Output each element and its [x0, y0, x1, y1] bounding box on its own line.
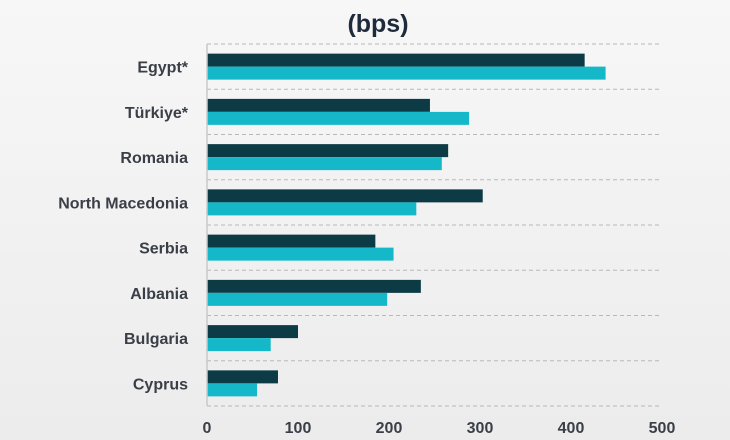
- grid-lines: [207, 43, 662, 407]
- bar-series-1: [207, 189, 483, 203]
- bar-series-2: [207, 111, 470, 125]
- bar-series-1: [207, 98, 430, 112]
- bar-series-1: [207, 53, 585, 67]
- category-label: Serbia: [139, 241, 188, 258]
- bar-series-2: [207, 338, 271, 352]
- bar-series-1: [207, 370, 278, 384]
- category-label: Albania: [130, 286, 188, 303]
- bar-series-2: [207, 383, 258, 397]
- bar-series-2: [207, 157, 442, 171]
- category-label: Türkiye*: [125, 105, 189, 122]
- x-axis-ticks: 0 100 200 300 400 500: [203, 420, 676, 437]
- x-tick-label: 100: [285, 420, 312, 437]
- category-label: Bulgaria: [124, 331, 188, 348]
- category-label: North Macedonia: [58, 195, 188, 212]
- bar-series-2: [207, 247, 394, 261]
- category-label: Cyprus: [133, 376, 188, 393]
- x-tick-label: 300: [467, 420, 494, 437]
- category-label: Romania: [120, 150, 188, 167]
- bar-series-1: [207, 325, 298, 339]
- bar-series-1: [207, 279, 421, 293]
- category-label: Egypt*: [137, 60, 188, 77]
- bars: [207, 53, 606, 397]
- bar-series-1: [207, 234, 376, 248]
- bar-series-2: [207, 66, 606, 80]
- bar-series-2: [207, 292, 388, 306]
- x-tick-label: 400: [558, 420, 585, 437]
- category-labels: Egypt* Türkiye* Romania North Macedonia Serb…: [58, 60, 189, 394]
- x-tick-label: 200: [376, 420, 403, 437]
- bar-series-1: [207, 144, 449, 158]
- x-tick-label: 0: [203, 420, 212, 437]
- chart-title: (bps): [347, 10, 408, 38]
- x-tick-label: 500: [649, 420, 676, 437]
- bar-series-2: [207, 202, 417, 216]
